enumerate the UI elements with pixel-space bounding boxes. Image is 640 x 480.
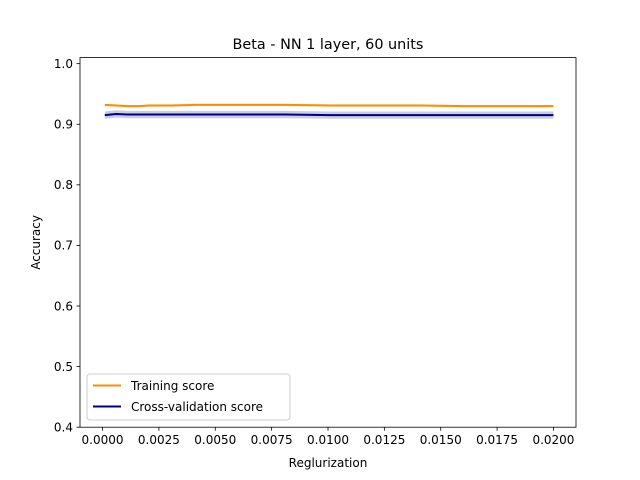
x-tick-label: 0.0150 <box>420 433 462 447</box>
legend: Training score Cross-validation score <box>86 373 291 421</box>
y-tick-label: 0.5 <box>54 360 73 374</box>
x-tick-label: 0.0175 <box>476 433 518 447</box>
x-axis-ticks: 0.0000 0.0025 0.0050 0.0075 0.0100 0.0125 0.01… <box>82 427 574 447</box>
x-tick-label: 0.0100 <box>307 433 349 447</box>
line-training <box>104 103 554 108</box>
legend-label-training: Training score <box>130 379 214 393</box>
y-tick-label: 0.6 <box>54 299 73 313</box>
legend-label-cross-validation: Cross-validation score <box>131 400 263 414</box>
y-tick-label: 0.9 <box>54 118 73 132</box>
chart-title: Beta - NN 1 layer, 60 units <box>233 37 424 53</box>
x-tick-label: 0.0025 <box>138 433 180 447</box>
series-lines <box>104 103 554 117</box>
x-axis-label: Reglurization <box>289 456 368 470</box>
y-axis-ticks: 0.4 0.5 0.6 0.7 0.8 0.9 1.0 <box>54 57 80 435</box>
x-tick-label: 0.0000 <box>82 433 124 447</box>
x-tick-label: 0.0125 <box>363 433 405 447</box>
y-axis-label: Accuracy <box>29 215 43 270</box>
y-tick-label: 0.7 <box>54 239 73 253</box>
y-tick-label: 0.4 <box>54 421 73 435</box>
x-tick-label: 0.0075 <box>251 433 293 447</box>
x-tick-label: 0.0050 <box>194 433 236 447</box>
legend-box <box>86 373 291 421</box>
y-tick-label: 0.8 <box>54 178 73 192</box>
y-tick-label: 1.0 <box>54 57 73 71</box>
x-tick-label: 0.0200 <box>532 433 574 447</box>
line-cross-validation <box>104 112 554 117</box>
